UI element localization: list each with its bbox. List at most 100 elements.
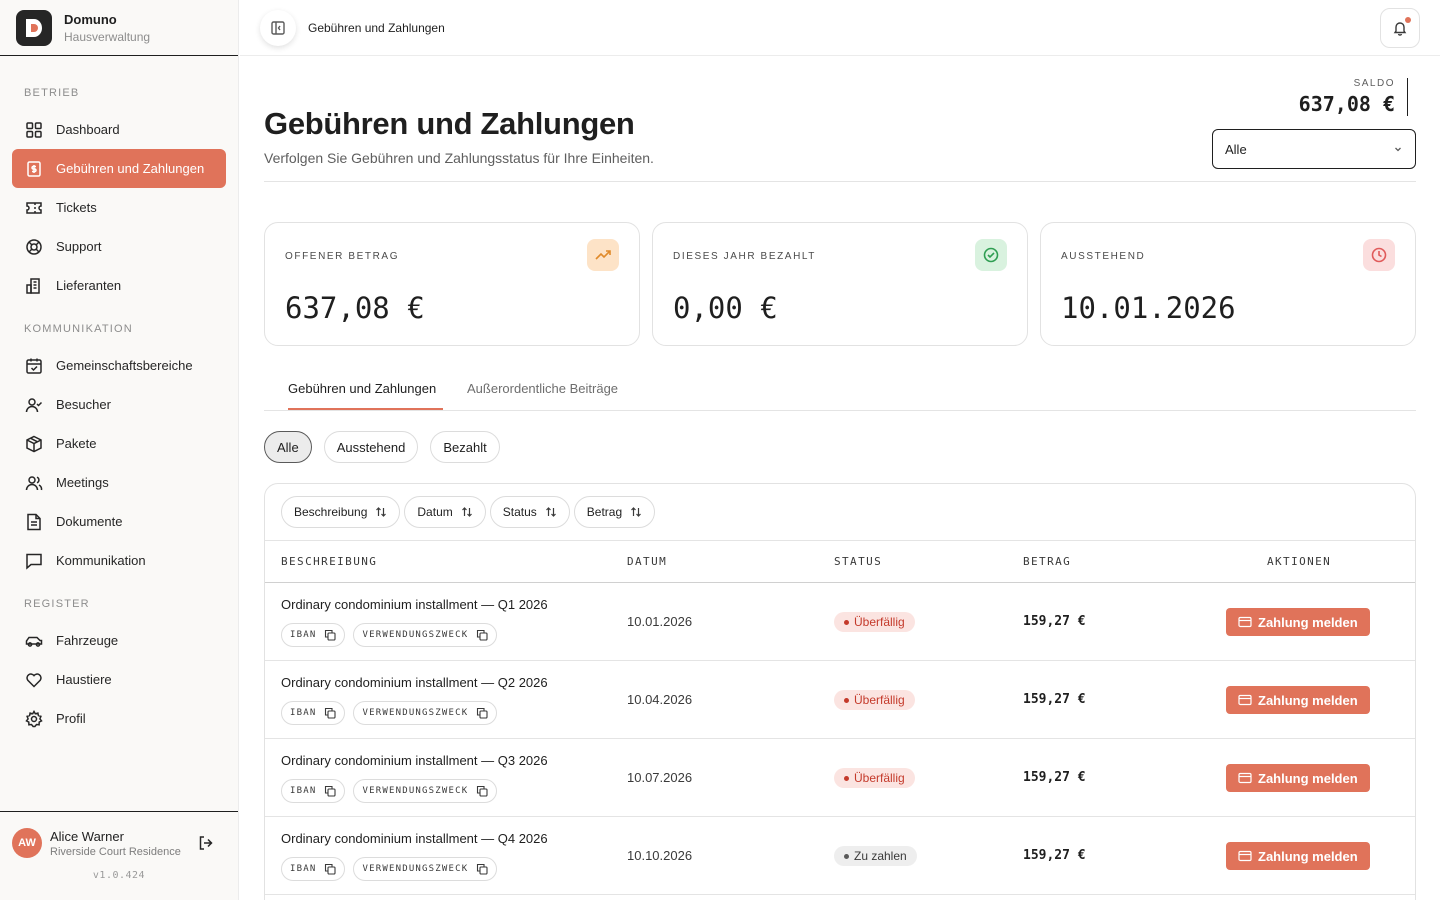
sidebar-item-label: Meetings — [56, 475, 109, 490]
logout-icon — [199, 836, 213, 850]
brand-subtitle: Hausverwaltung — [64, 29, 151, 44]
sidebar-item-communication[interactable]: Kommunikation — [12, 541, 226, 580]
table-row: Ordinary condominium installment — Q4 20… — [265, 817, 1415, 895]
credit-card-icon — [1238, 616, 1252, 628]
sidebar-toggle-button[interactable] — [260, 9, 296, 46]
card-open-amount: OFFENER BETRAG 637,08 € — [264, 222, 640, 346]
section-label-kommunikation: KOMMUNIKATION — [24, 323, 133, 335]
sort-button-label: Beschreibung — [294, 505, 368, 519]
sidebar-item-vehicles[interactable]: Fahrzeuge — [12, 621, 226, 660]
copy-iban-chip[interactable]: IBAN — [281, 623, 346, 647]
sort-button-label: Datum — [417, 505, 453, 519]
copy-iban-chip[interactable]: IBAN — [281, 701, 346, 725]
row-date: 10.10.2026 — [627, 848, 693, 863]
sort-button-label: Betrag — [586, 505, 623, 519]
report-payment-button[interactable]: Zahlung melden — [1226, 608, 1370, 636]
chip-label: IBAN — [290, 864, 317, 874]
sidebar-item-common-areas[interactable]: Gemeinschaftsbereiche — [12, 346, 226, 385]
page-subtitle: Verfolgen Sie Gebühren und Zahlungsstatu… — [264, 150, 654, 166]
gear-icon — [24, 709, 44, 729]
copy-purpose-chip[interactable]: VERWENDUNGSZWECK — [353, 623, 498, 647]
button-label: Zahlung melden — [1258, 692, 1358, 708]
sidebar-item-label: Tickets — [56, 200, 97, 215]
sidebar-item-dashboard[interactable]: Dashboard — [12, 110, 226, 149]
saldo-label: SALDO — [1353, 78, 1395, 89]
sidebar-item-packages[interactable]: Pakete — [12, 424, 226, 463]
logo-icon[interactable] — [16, 9, 52, 46]
notifications-button[interactable] — [1380, 8, 1420, 48]
chip-label: IBAN — [290, 630, 317, 640]
sidebar-item-support[interactable]: Support — [12, 227, 226, 266]
sidebar-item-fees-payments[interactable]: Gebühren und Zahlungen — [12, 149, 226, 188]
trending-up-icon — [587, 239, 619, 271]
app-version: v1.0.424 — [92, 870, 146, 881]
copy-purpose-chip[interactable]: VERWENDUNGSZWECK — [353, 857, 498, 881]
copy-iban-chip[interactable]: IBAN — [281, 779, 346, 803]
lifebuoy-icon — [24, 237, 44, 257]
sidebar-item-profile[interactable]: Profil — [12, 699, 226, 738]
status-badge: Überfällig — [834, 612, 915, 632]
sort-button-amount[interactable]: Betrag — [573, 496, 656, 528]
copy-icon — [325, 707, 337, 719]
sort-button-status[interactable]: Status — [489, 496, 570, 528]
sort-arrows-icon — [545, 507, 556, 517]
sidebar-toggle-icon — [271, 20, 285, 35]
sidebar-item-label: Pakete — [56, 436, 97, 451]
filter-pill-pending[interactable]: Ausstehend — [323, 431, 419, 463]
unit-filter-select[interactable]: Alle — [1212, 129, 1416, 169]
saldo-summary: SALDO 637,08 € — [1299, 78, 1408, 116]
column-header-actions: AKTIONEN — [1267, 555, 1332, 568]
copy-icon — [477, 707, 488, 719]
copy-purpose-chip[interactable]: VERWENDUNGSZWECK — [353, 701, 498, 725]
card-label: AUSSTEHEND — [1061, 251, 1146, 262]
filter-pill-all[interactable]: Alle — [264, 431, 312, 463]
sidebar-item-suppliers[interactable]: Lieferanten — [12, 266, 226, 305]
sidebar-item-documents[interactable]: Dokumente — [12, 502, 226, 541]
section-label-register: REGISTER — [24, 598, 90, 610]
copy-iban-chip[interactable]: IBAN — [281, 857, 346, 881]
report-payment-button[interactable]: Zahlung melden — [1226, 764, 1370, 792]
report-payment-button[interactable]: Zahlung melden — [1226, 686, 1370, 714]
clock-icon — [1363, 239, 1395, 271]
copy-icon — [477, 629, 488, 641]
table-row: Ordinary condominium installment — Q2 20… — [265, 661, 1415, 739]
filter-pill-paid[interactable]: Bezahlt — [430, 431, 500, 463]
avatar[interactable]: AW — [12, 828, 42, 858]
button-label: Zahlung melden — [1258, 770, 1358, 786]
credit-card-icon — [1238, 772, 1252, 784]
sidebar-item-visitors[interactable]: Besucher — [12, 385, 226, 424]
copy-purpose-chip[interactable]: VERWENDUNGSZWECK — [353, 779, 498, 803]
status-badge: Überfällig — [834, 768, 915, 788]
sidebar-item-tickets[interactable]: Tickets — [12, 188, 226, 227]
user-residence: Riverside Court Residence — [50, 845, 181, 858]
user-check-icon — [24, 395, 44, 415]
chip-label: VERWENDUNGSZWECK — [362, 864, 469, 874]
sidebar-item-label: Dokumente — [56, 514, 123, 529]
chip-label: VERWENDUNGSZWECK — [362, 786, 469, 796]
logout-button[interactable] — [194, 831, 218, 855]
column-header-date: DATUM — [627, 555, 668, 568]
card-value: 0,00 € — [673, 291, 778, 325]
column-header-description: BESCHREIBUNG — [281, 555, 378, 568]
sidebar-item-label: Gebühren und Zahlungen — [56, 161, 205, 176]
row-amount: 159,27 € — [1023, 848, 1086, 863]
sidebar-item-meetings[interactable]: Meetings — [12, 463, 226, 502]
tab-extraordinary-contributions[interactable]: Außerordentliche Beiträge — [467, 381, 619, 396]
building-icon — [24, 276, 44, 296]
check-circle-icon — [975, 239, 1007, 271]
tabs: Gebühren und Zahlungen Außerordentliche … — [264, 374, 1416, 411]
chip-label: VERWENDUNGSZWECK — [362, 708, 469, 718]
card-paid-this-year: DIESES JAHR BEZAHLT 0,00 € — [652, 222, 1028, 346]
sort-button-date[interactable]: Datum — [404, 496, 486, 528]
chip-label: VERWENDUNGSZWECK — [362, 630, 469, 640]
row-date: 10.01.2026 — [627, 614, 693, 629]
report-payment-button[interactable]: Zahlung melden — [1226, 842, 1370, 870]
dollar-file-icon — [24, 159, 44, 179]
button-label: Zahlung melden — [1258, 614, 1358, 630]
sort-button-description[interactable]: Beschreibung — [281, 496, 401, 528]
tab-fees-payments[interactable]: Gebühren und Zahlungen — [288, 381, 437, 396]
card-outstanding: AUSSTEHEND 10.01.2026 — [1040, 222, 1416, 346]
sidebar-item-pets[interactable]: Haustiere — [12, 660, 226, 699]
calendar-check-icon — [24, 356, 44, 376]
fees-table: Beschreibung Datum Status Betrag BESCHRE… — [264, 483, 1416, 900]
